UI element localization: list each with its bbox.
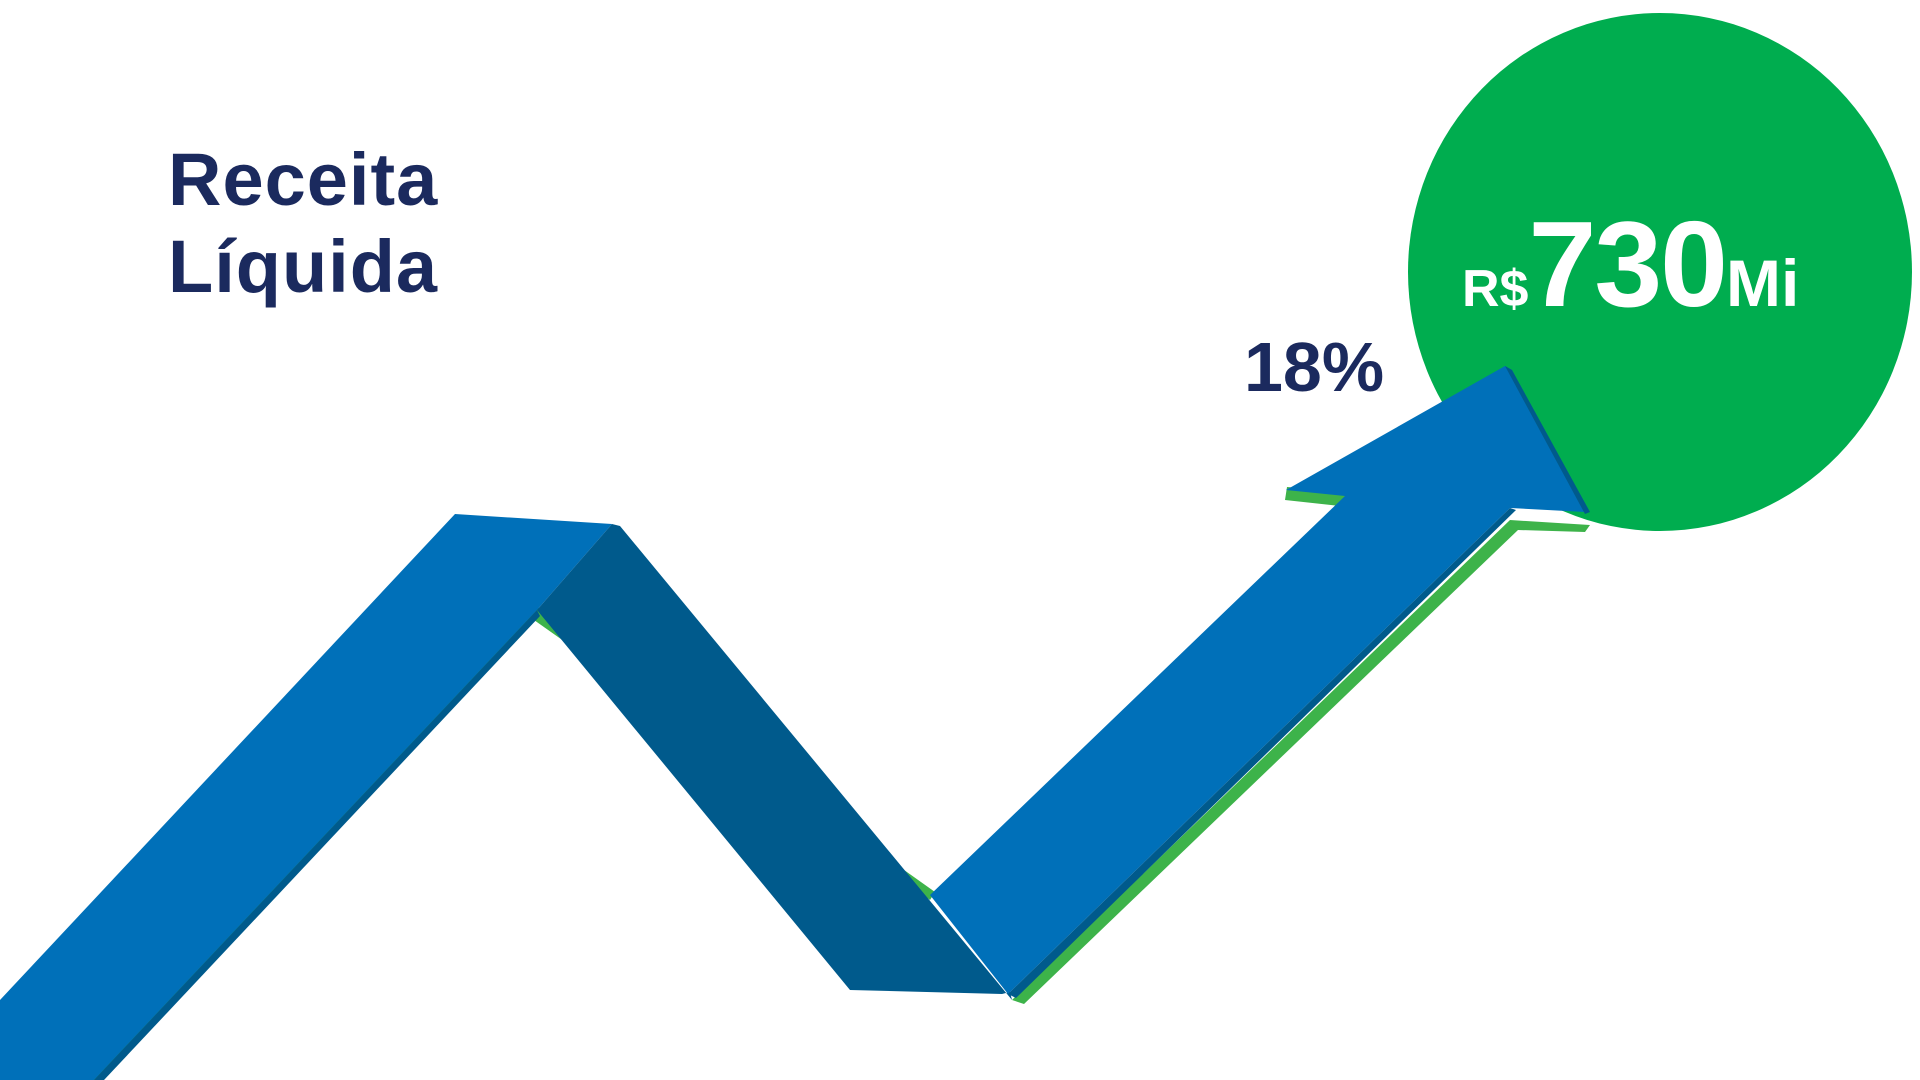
title-line-2: Líquida — [168, 225, 439, 308]
growth-percentage: 18% — [1244, 328, 1385, 406]
arrow-shadow-right — [1012, 520, 1590, 1004]
arrow-segment-right — [930, 366, 1585, 994]
value-circle — [1408, 13, 1912, 531]
page-title: Receita Líquida — [168, 136, 438, 310]
arrow-segment-right-edge-lower — [1008, 508, 1516, 998]
revenue-value: R$730Mi — [1462, 203, 1842, 325]
title-line-1: Receita — [168, 138, 439, 221]
revenue-unit: Mi — [1726, 246, 1800, 320]
arrow-segment-middle — [537, 524, 1012, 1000]
arrow-segment-right-edge — [1505, 366, 1590, 514]
arrow-segment-left — [0, 514, 612, 1080]
revenue-number: 730 — [1528, 196, 1728, 332]
arrow-segment-left-edge — [94, 610, 540, 1080]
currency-symbol: R$ — [1462, 260, 1529, 318]
